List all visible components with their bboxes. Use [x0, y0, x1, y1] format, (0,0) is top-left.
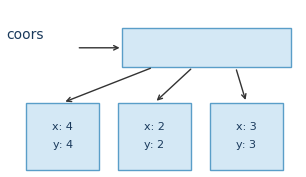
Text: x: 4
y: 4: x: 4 y: 4: [52, 122, 73, 150]
FancyBboxPatch shape: [118, 103, 191, 170]
Text: x: 2
y: 2: x: 2 y: 2: [144, 122, 165, 150]
FancyBboxPatch shape: [26, 103, 99, 170]
Text: x: 3
y: 3: x: 3 y: 3: [236, 122, 257, 150]
Text: coors: coors: [6, 28, 44, 42]
FancyBboxPatch shape: [122, 28, 291, 67]
FancyBboxPatch shape: [210, 103, 283, 170]
